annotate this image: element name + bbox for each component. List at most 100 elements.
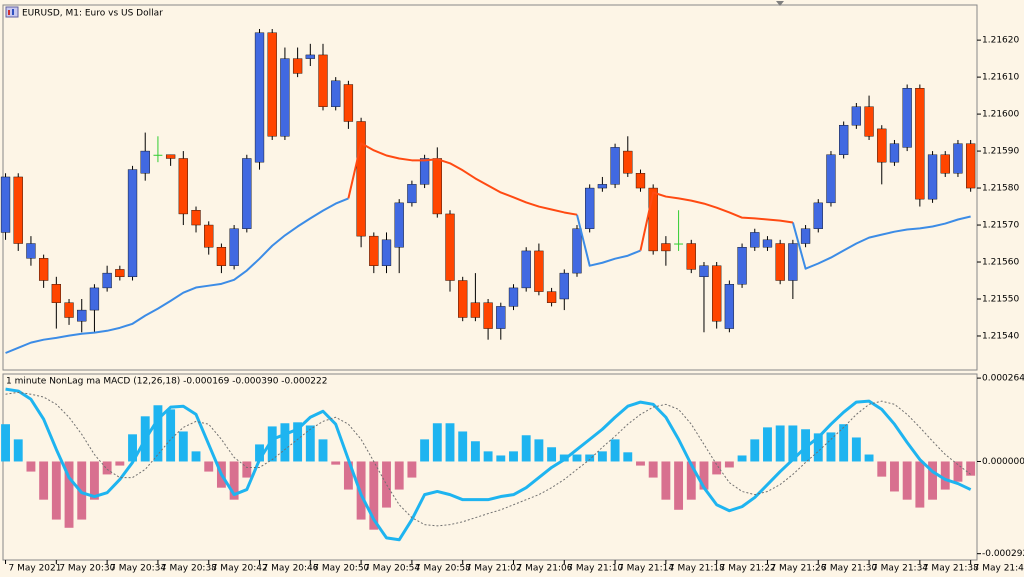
x-tick-label: 7 May 21:06 xyxy=(516,564,572,574)
histogram-bar xyxy=(890,461,899,492)
candle-body xyxy=(216,247,227,266)
histogram-bar xyxy=(51,461,61,520)
candle-body xyxy=(953,143,963,174)
candle-body xyxy=(826,154,836,204)
candle-body xyxy=(521,250,531,289)
y-tick-label: 1.21550 xyxy=(982,294,1019,304)
y-tick-label: 1.21560 xyxy=(982,258,1019,268)
histogram-bar xyxy=(178,431,188,462)
candle-body xyxy=(0,176,11,233)
histogram-bar xyxy=(648,461,658,478)
y-tick-label: 0.000264 xyxy=(982,374,1024,384)
histogram-bar xyxy=(521,435,531,462)
candle-body xyxy=(369,235,379,266)
y-tick-label: 1.21580 xyxy=(982,184,1019,194)
candle-body xyxy=(839,124,849,155)
candle-body xyxy=(623,150,633,174)
histogram-bar xyxy=(877,461,887,477)
y-tick-label: 1.21570 xyxy=(982,221,1019,231)
histogram-bar xyxy=(470,441,480,462)
histogram-bar xyxy=(1,424,10,462)
x-tick-label: 7 May 21:18 xyxy=(669,564,725,574)
candle-body xyxy=(77,309,87,322)
histogram-bar xyxy=(953,461,963,482)
candle-body xyxy=(26,243,36,259)
histogram-bar xyxy=(661,461,671,500)
histogram-bar xyxy=(166,409,176,462)
histogram-bar xyxy=(483,451,493,462)
signal-line xyxy=(5,391,971,527)
y-tick-label: 1.21540 xyxy=(982,331,1019,341)
x-tick-label: 7 May 21:38 xyxy=(923,564,979,574)
candle-body xyxy=(38,258,49,281)
chart-title: EURUSD, M1: Euro vs US Dollar xyxy=(22,9,163,19)
candle-body xyxy=(877,128,887,163)
candle-body xyxy=(356,121,366,237)
x-tick-label: 7 May 21:42 xyxy=(974,564,1024,574)
histogram-bar xyxy=(585,454,595,462)
shift-marker xyxy=(776,1,784,6)
candle-body xyxy=(458,280,468,318)
histogram-bar xyxy=(788,425,798,462)
x-tick-label: 7 May 20:42 xyxy=(212,564,268,574)
candle-body xyxy=(343,84,354,122)
histogram-bar xyxy=(547,447,557,462)
y-tick-label: 1.21610 xyxy=(982,73,1019,83)
candle-body xyxy=(927,154,938,200)
candle-body xyxy=(915,88,925,200)
candle-body xyxy=(64,302,74,318)
histogram-bar xyxy=(712,461,722,475)
x-tick-label: 7 May 20:46 xyxy=(263,564,319,574)
histogram-bar xyxy=(851,437,861,462)
histogram-bar xyxy=(432,423,442,462)
histogram-bar xyxy=(686,461,696,500)
y-tick-label: 1.21590 xyxy=(982,147,1019,157)
candle-body xyxy=(13,176,23,244)
candle-body xyxy=(597,184,608,189)
candle-body xyxy=(178,158,188,215)
candle-body xyxy=(470,302,481,318)
histogram-bar xyxy=(369,461,379,530)
histogram-bar xyxy=(775,425,785,462)
histogram-bar xyxy=(255,444,264,462)
candle-body xyxy=(966,143,976,189)
histogram-bar xyxy=(902,461,912,500)
histogram-bar xyxy=(458,431,468,462)
candle-body xyxy=(445,213,455,281)
histogram-bar xyxy=(496,455,506,462)
candle-body xyxy=(229,228,239,266)
x-tick-label: 7 May 21:02 xyxy=(466,564,522,574)
x-tick-label: 7 May 20:50 xyxy=(313,564,369,574)
candle-body xyxy=(864,106,874,137)
candle-body xyxy=(140,150,150,174)
histogram-bar xyxy=(864,454,874,462)
x-tick-label: 7 May 21:30 xyxy=(821,564,877,574)
candle-body xyxy=(762,239,773,248)
candle-body xyxy=(750,232,760,248)
candle-body xyxy=(851,106,862,126)
histogram-bar xyxy=(280,423,290,462)
histogram-bar xyxy=(204,461,214,472)
candle-body xyxy=(648,187,658,252)
x-tick-label: 7 May 21:26 xyxy=(770,564,826,574)
histogram-bar xyxy=(229,461,239,500)
histogram-bar xyxy=(813,433,823,462)
candle-body xyxy=(496,306,506,329)
symbol-icon xyxy=(5,6,19,18)
histogram-bar xyxy=(13,439,23,462)
y-tick-label: -0.000292 xyxy=(982,549,1024,559)
x-tick-label: 7 May 20:54 xyxy=(364,564,420,574)
histogram-bar xyxy=(699,461,709,490)
candle-body xyxy=(813,202,823,229)
candle-body xyxy=(800,228,811,244)
x-tick-label: 7 May 21:22 xyxy=(720,564,776,574)
x-tick-label: 7 May 20:38 xyxy=(161,564,217,574)
candle-body xyxy=(559,272,569,300)
candle-body xyxy=(940,154,950,174)
candle-body xyxy=(419,158,430,185)
histogram-bar xyxy=(674,461,684,510)
candle-body xyxy=(280,58,290,137)
histogram-bar xyxy=(724,461,734,468)
histogram-bar xyxy=(64,461,74,528)
histogram-bar xyxy=(343,461,353,490)
